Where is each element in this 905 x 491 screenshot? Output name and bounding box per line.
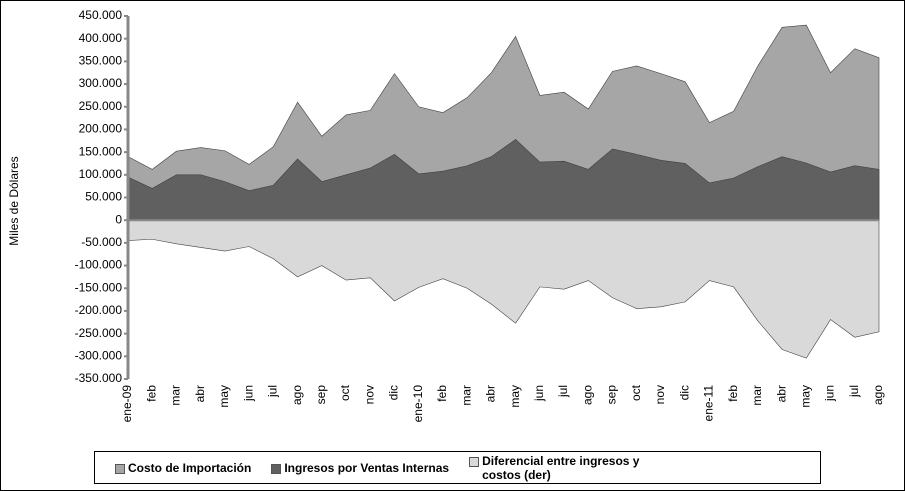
x-tick-label: jul (847, 385, 861, 398)
y-axis-label: Miles de Dólares (7, 156, 21, 245)
x-tick-label: ago (871, 385, 885, 405)
y-tick-label: 300.000 (79, 76, 123, 90)
y-tick-label: -200.000 (75, 303, 123, 317)
x-tick-label: dic (677, 385, 691, 400)
x-tick-label: may (798, 385, 812, 408)
y-tick-label: 50.000 (85, 190, 122, 204)
x-tick-label: nov (362, 385, 376, 404)
x-tick-label: abr (774, 385, 788, 402)
x-tick-label: oct (629, 384, 643, 401)
y-tick-label: 350.000 (79, 54, 123, 68)
x-tick-label: abr (193, 385, 207, 402)
x-tick-label: ago (580, 385, 594, 405)
y-tick-label: -50.000 (81, 235, 122, 249)
legend-label: Ingresos por Ventas Internas (284, 460, 450, 475)
x-tick-label: mar (459, 385, 473, 406)
x-tick-label: nov (653, 385, 667, 404)
y-tick-label: -100.000 (75, 258, 123, 272)
legend-label: Diferencial entre ingresos y costos (der… (482, 453, 640, 482)
x-tick-label: sep (314, 385, 328, 405)
legend: Costo de Importación Ingresos por Ventas … (94, 451, 821, 484)
x-tick-label: ene-09 (120, 385, 134, 423)
x-tick-label: oct (338, 384, 352, 401)
x-tick-label: mar (169, 385, 183, 406)
y-tick-label: -350.000 (75, 371, 123, 385)
legend-label: Costo de Importación (128, 460, 252, 475)
y-tick-label: -150.000 (75, 280, 123, 294)
x-tick-label: jun (241, 385, 255, 402)
x-tick-label: jun (823, 385, 837, 402)
y-tick-label: 150.000 (79, 144, 123, 158)
legend-item: Diferencial entre ingresos y costos (der… (469, 454, 669, 482)
x-tick-label: feb (435, 385, 449, 402)
y-tick-label: 450.000 (79, 8, 123, 22)
x-tick-label: dic (387, 385, 401, 400)
legend-swatch (469, 456, 480, 467)
x-tick-label: mar (750, 385, 764, 406)
x-tick-label: ago (290, 385, 304, 405)
x-tick-label: feb (726, 385, 740, 402)
area (127, 219, 880, 359)
y-tick-label: 0 (115, 212, 122, 226)
x-tick-label: ene-10 (411, 385, 425, 423)
x-tick-label: feb (144, 385, 158, 402)
x-tick-label: jun (532, 385, 546, 402)
area (127, 139, 880, 221)
y-tick-label: -300.000 (75, 348, 123, 362)
legend-item: Costo de Importación (115, 461, 251, 475)
x-tick-label: ene-11 (702, 385, 716, 422)
legend-item: Ingresos por Ventas Internas (271, 461, 449, 475)
x-tick-label: may (508, 385, 522, 408)
y-tick-label: 250.000 (79, 99, 123, 113)
x-tick-label: jul (556, 385, 570, 398)
x-tick-label: sep (605, 385, 619, 405)
y-tick-label: 400.000 (79, 31, 123, 45)
y-tick-label: 100.000 (79, 167, 123, 181)
x-tick-label: jul (266, 385, 280, 398)
legend-swatch (271, 463, 282, 474)
y-tick-label: 200.000 (79, 122, 123, 136)
legend-swatch (115, 463, 125, 474)
x-tick-label: may (217, 385, 231, 408)
y-tick-label: -250.000 (75, 326, 123, 340)
x-tick-label: abr (484, 385, 498, 402)
